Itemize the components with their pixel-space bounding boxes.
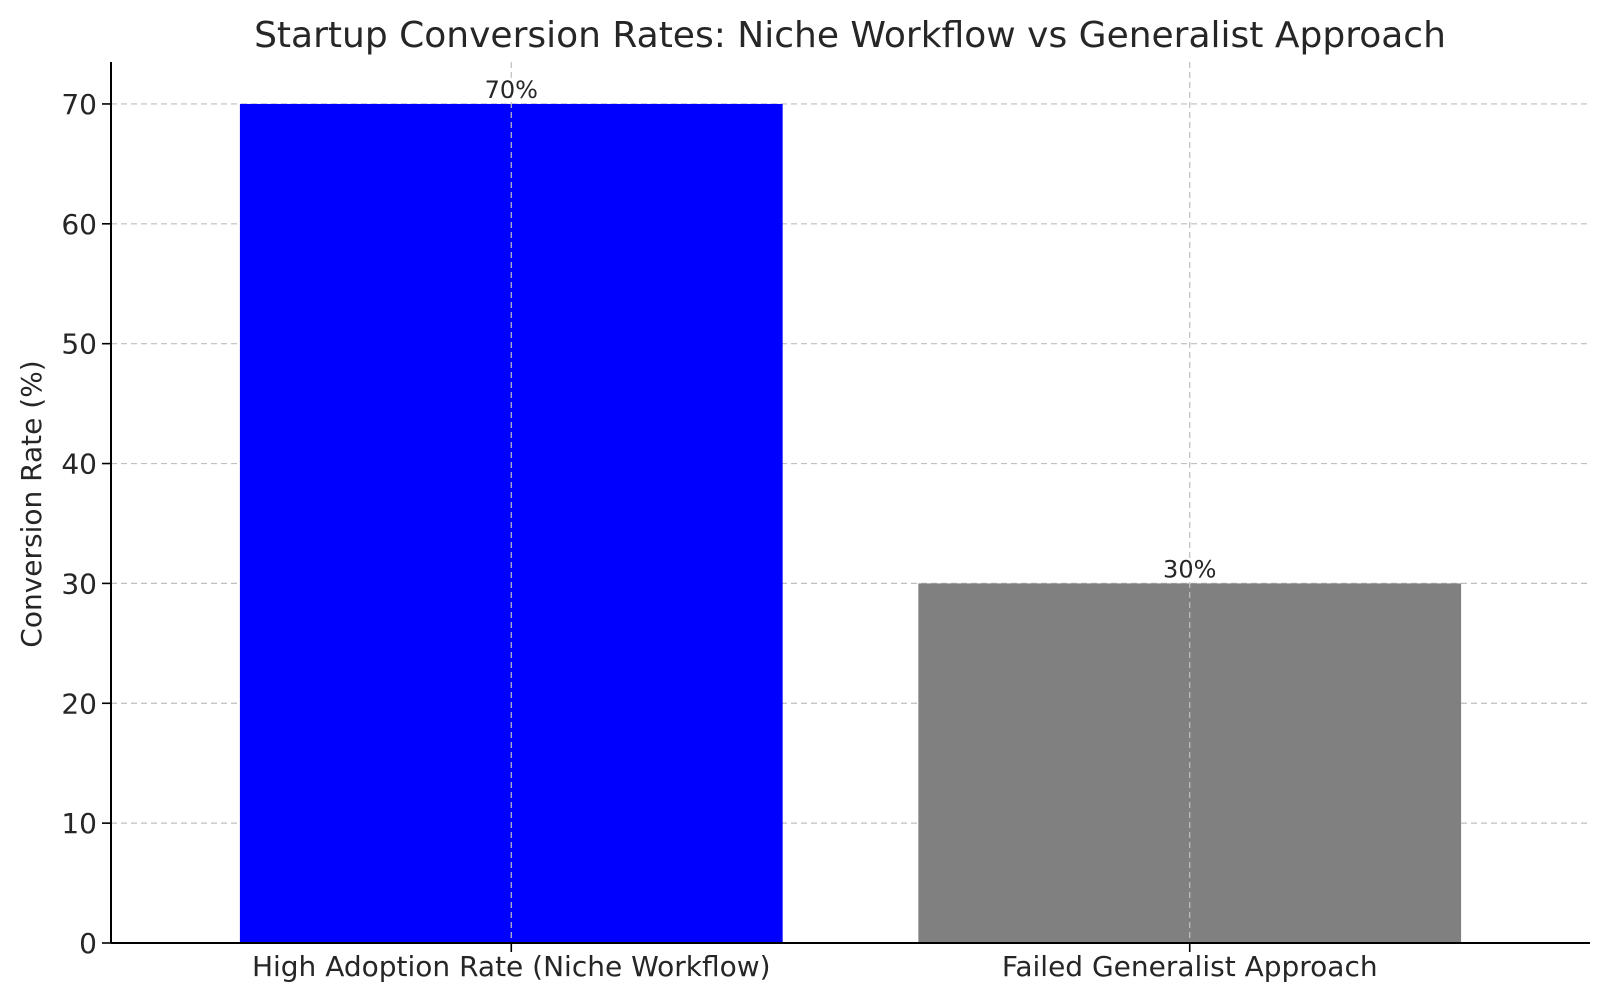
bar-value-label: 30% — [1163, 555, 1216, 583]
bar-value-label: 70% — [485, 76, 538, 104]
y-axis-label: Conversion Rate (%) — [15, 360, 48, 647]
axes: 0 10 20 30 40 50 60 70 High Adoption Rate (Niche… — [61, 62, 1590, 983]
bars — [239, 103, 1462, 943]
y-tick-label: 60 — [61, 208, 97, 241]
y-tick-label: 70 — [61, 88, 97, 121]
x-tick-label: High Adoption Rate (Niche Workflow) — [252, 950, 771, 983]
y-tick-label: 10 — [61, 807, 97, 840]
data-labels: 70% 30% — [485, 76, 1217, 583]
y-tick-label: 40 — [61, 448, 97, 481]
y-tick-label: 0 — [79, 927, 97, 960]
x-grid — [510, 62, 1191, 943]
x-tick-label: Failed Generalist Approach — [1002, 950, 1378, 983]
chart-title: Startup Conversion Rates: Niche Workflow… — [254, 15, 1446, 56]
y-tick-label: 50 — [61, 328, 97, 361]
y-tick-label: 20 — [61, 687, 97, 720]
y-tick-label: 30 — [61, 567, 97, 600]
